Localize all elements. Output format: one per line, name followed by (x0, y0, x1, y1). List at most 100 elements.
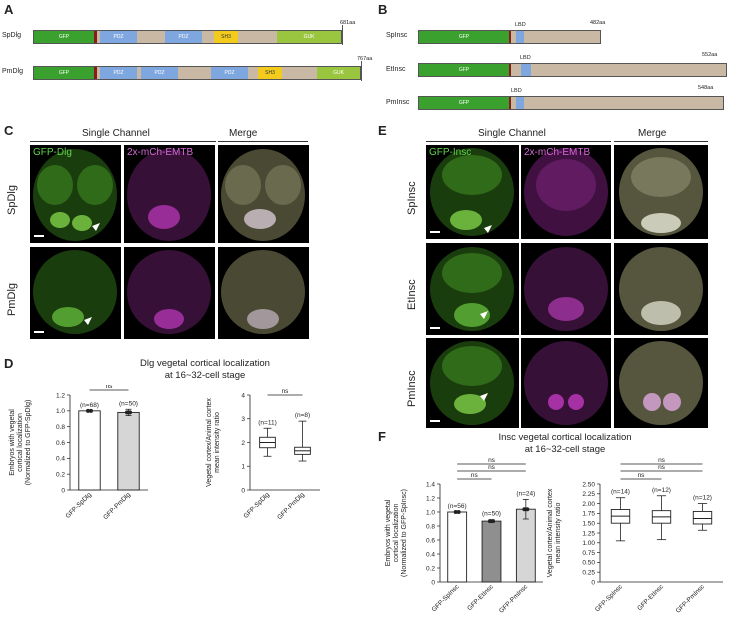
x-tick-label: GFP-EtInsc (636, 583, 665, 612)
y-axis-label: cortical localization (17, 413, 24, 472)
y-axis-label: cortical localization (393, 504, 400, 563)
gfp-domain: GFP (34, 67, 94, 79)
protein-length: 767aa (357, 56, 373, 62)
tag-marker (94, 31, 97, 43)
micrograph-gfp (30, 247, 121, 339)
header-merge-e: Merge (638, 128, 667, 139)
x-tick-label: GFP-PmDlg (102, 491, 132, 521)
significance-label: ns (282, 388, 290, 395)
y-axis-label: (Normalized to GFP-SpInsc) (401, 489, 408, 577)
y-axis-label: mean intensity ratio (555, 503, 562, 564)
n-label: (n=12) (652, 487, 671, 494)
significance-label: ns (658, 464, 666, 471)
n-label: (n=11) (258, 419, 277, 426)
data-point (86, 408, 90, 413)
tag-marker (94, 67, 97, 79)
panel-label-c: C (4, 123, 14, 138)
significance-label: ns (638, 472, 646, 479)
x-tick-label: GFP-SpInsc (431, 583, 462, 614)
y-tick-label: 2.00 (582, 501, 595, 508)
protein-name: SpDlg (2, 32, 22, 39)
sh3-domain: SH3 (258, 67, 282, 79)
protein-name: PmDlg (2, 68, 24, 75)
end-marker (361, 61, 362, 81)
y-axis-label: (Normalized to GFP-SpDlg) (25, 400, 32, 486)
n-label: (n=50) (482, 511, 501, 518)
y-tick-label: 1.00 (582, 540, 595, 547)
y-tick-label: 3 (241, 416, 245, 423)
y-tick-label: 0.2 (426, 565, 435, 572)
data-point (525, 507, 530, 512)
header-merge-c: Merge (229, 128, 258, 139)
micrograph-merge (614, 338, 708, 428)
y-axis-label: Embryos with vegetal (385, 499, 392, 566)
micrograph-merge (614, 243, 708, 335)
protein-length: 548aa (698, 85, 714, 91)
bar (447, 511, 468, 583)
gfp-domain: GFP (419, 64, 509, 76)
bar (481, 520, 502, 583)
y-tick-label: 2.25 (582, 491, 595, 498)
lbd-label: LBD (515, 22, 526, 28)
micrograph-emtb (521, 243, 611, 335)
y-tick-label: 1.2 (56, 392, 65, 399)
panel-label-b: B (378, 2, 388, 17)
y-axis-label: Vegetal cortex/Animal cortex (206, 398, 213, 487)
chart-f: 0 0.2 0.4 0.6 0.8 1.0 1.2 1.4 Embryos with veget… (385, 458, 723, 615)
y-tick-label: 0.8 (426, 523, 435, 530)
lbd-domain (521, 64, 531, 76)
protein-length: 552aa (702, 52, 718, 58)
guk-domain: GUK (317, 67, 360, 79)
sh3-domain: SH3 (214, 31, 238, 43)
y-tick-label: 1.75 (582, 511, 595, 518)
data-point (125, 410, 129, 415)
chart-title-d: Dlg vegetal cortical localization at 16~3… (140, 358, 270, 381)
n-label: (n=8) (295, 412, 310, 419)
chart-d: 0 0.2 0.4 0.6 0.8 1.0 1.2 Embryos with vegetal c… (9, 385, 320, 521)
y-tick-label: 0 (241, 487, 245, 494)
y-tick-label: 1.0 (56, 408, 65, 415)
pdz-domain: PDZ (211, 67, 248, 79)
bar (78, 410, 101, 491)
significance-label: ns (471, 472, 479, 479)
bar (515, 508, 536, 583)
pdz-domain: PDZ (100, 67, 137, 79)
lbd-label: LBD (520, 55, 531, 61)
data-point (488, 519, 492, 524)
micrograph-emtb: 2x-mCh-EMTB (124, 145, 215, 243)
y-axis-label: Vegetal cortex/Animal cortex (547, 488, 554, 577)
y-tick-label: 2 (241, 440, 245, 447)
y-tick-label: 0.6 (56, 440, 65, 447)
data-point (456, 510, 461, 514)
gfp-domain: GFP (419, 97, 509, 109)
micrograph-merge (218, 145, 309, 243)
n-label: (n=50) (119, 400, 138, 407)
y-axis-label: Embryos with vegetal (9, 409, 16, 476)
n-label: (n=24) (516, 490, 535, 497)
lbd-domain (516, 97, 524, 109)
y-tick-label: 1.0 (426, 509, 435, 516)
pdz-domain: PDZ (141, 67, 178, 79)
y-tick-label: 0 (591, 579, 595, 586)
data-point (128, 410, 132, 415)
spinsc-bar: GFP (418, 30, 601, 44)
micrograph-merge (218, 247, 309, 339)
micrograph-gfp: GFP-Insc (426, 145, 519, 239)
row-label: EtInsc (406, 279, 418, 310)
x-tick-label: GFP-PmInsc (675, 583, 707, 615)
x-tick-label: GFP-EtInsc (466, 583, 495, 612)
pminsc-bar: GFP (418, 96, 724, 110)
y-tick-label: 4 (241, 392, 245, 399)
y-tick-label: 1.4 (426, 481, 435, 488)
y-tick-label: 1.50 (582, 521, 595, 528)
panel-label-f: F (378, 429, 386, 444)
x-tick-label: GFP-SpDlg (64, 491, 93, 520)
lbd-label: LBD (511, 88, 522, 94)
micrograph-gfp (426, 243, 519, 335)
micrograph-gfp (426, 338, 519, 428)
spdlg-bar: GFP PDZ PDZ SH3 GUK (33, 30, 342, 44)
micrograph-emtb (124, 247, 215, 339)
micrograph-emtb (521, 338, 611, 428)
panel-label-d: D (4, 356, 14, 371)
y-axis-label: mean intensity ratio (214, 412, 221, 473)
